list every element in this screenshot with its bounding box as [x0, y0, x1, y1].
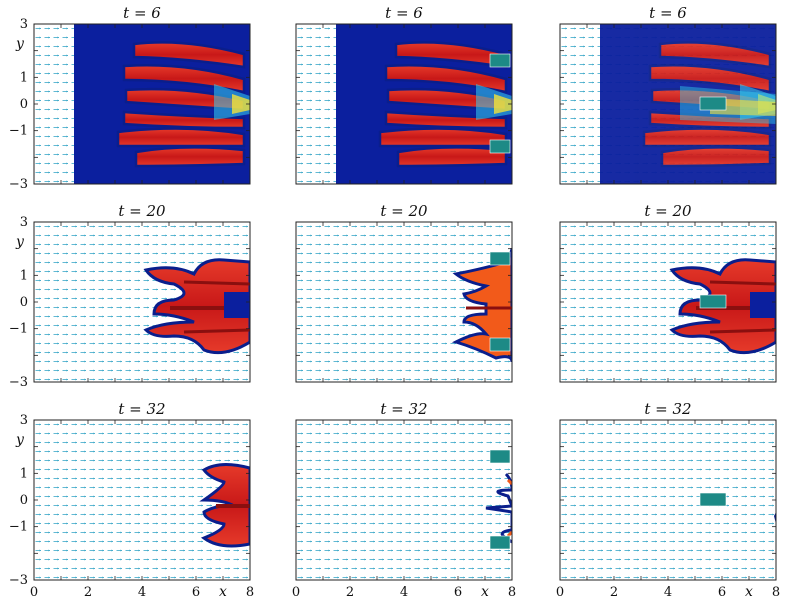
obstacle-block [489, 53, 511, 68]
obstacle-block [699, 294, 727, 309]
y-tick-label: −1 [9, 322, 28, 337]
vector-field [296, 420, 512, 580]
panel-title: t = 6 [649, 4, 687, 22]
obstacle-block [489, 337, 511, 352]
panel-5: t = 20 [295, 202, 513, 383]
y-tick-label: 0 [20, 97, 28, 112]
y-tick-label: 3 [20, 215, 28, 230]
panel-title: t = 32 [644, 400, 691, 418]
x-tick-label: 0 [30, 585, 38, 600]
y-tick-label: 1 [20, 70, 28, 85]
panel-9: t = 32 0 2 4 6 8 x [556, 400, 780, 600]
x-tick-label: 4 [138, 585, 146, 600]
y-tick-label: 3 [20, 413, 28, 428]
panel-title: t = 6 [123, 4, 161, 22]
finger-pattern [72, 24, 250, 184]
panel-2: t = 6 [295, 4, 513, 185]
panel-title: t = 20 [644, 202, 692, 220]
x-tick-label: 6 [718, 585, 726, 600]
panel-title: t = 32 [118, 400, 165, 418]
x-tick-label: 6 [192, 585, 200, 600]
obstacle-block [489, 139, 511, 154]
y-tick-label: −1 [9, 520, 28, 535]
y-axis-label: y [15, 36, 25, 52]
panel-title: t = 6 [385, 4, 423, 22]
x-tick-label: 4 [664, 585, 672, 600]
y-tick-label: 0 [20, 295, 28, 310]
panel-title: t = 20 [380, 202, 428, 220]
obstacle-block [489, 251, 511, 266]
x-tick-label: 0 [292, 585, 300, 600]
y-tick-label: 0 [20, 493, 28, 508]
x-axis-label: x [219, 584, 227, 600]
y-tick-label: 1 [20, 268, 28, 283]
panel-6: t = 20 [559, 202, 777, 383]
x-axis-label: x [481, 584, 489, 600]
x-tick-label: 8 [508, 585, 516, 600]
vector-field [560, 420, 776, 580]
x-tick-label: 2 [84, 585, 92, 600]
panel-4: t = 20 3 1 0 −1 −3 y [9, 202, 251, 390]
panel-1: t = 6 3 1 0 −1 −3 y [9, 4, 251, 192]
finger-pattern [334, 24, 512, 184]
obstacle-block [489, 535, 511, 550]
y-axis-label: y [15, 432, 25, 448]
panel-3: t = 6 [559, 4, 777, 185]
y-tick-label: −1 [9, 124, 28, 139]
x-tick-label: 2 [346, 585, 354, 600]
x-tick-label: 8 [246, 585, 254, 600]
x-tick-label: 6 [454, 585, 462, 600]
x-tick-label: 4 [400, 585, 408, 600]
x-axis-label: x [745, 584, 753, 600]
panel-8: t = 32 0 2 4 6 8 x [292, 400, 516, 600]
y-tick-label: 1 [20, 466, 28, 481]
y-tick-label: 3 [20, 17, 28, 32]
panel-title: t = 20 [118, 202, 166, 220]
x-tick-label: 0 [556, 585, 564, 600]
y-axis-label: y [15, 234, 25, 250]
panel-title: t = 32 [380, 400, 427, 418]
y-tick-label: −3 [9, 573, 28, 588]
panel-7: t = 32 3 1 0 −1 −3 y 0 2 4 6 8 x [9, 400, 254, 600]
x-tick-label: 8 [772, 585, 780, 600]
y-tick-label: −3 [9, 375, 28, 390]
obstacle-block [699, 96, 727, 111]
x-tick-label: 2 [610, 585, 618, 600]
obstacle-block [489, 449, 511, 464]
y-tick-label: −3 [9, 177, 28, 192]
obstacle-block [699, 492, 727, 507]
